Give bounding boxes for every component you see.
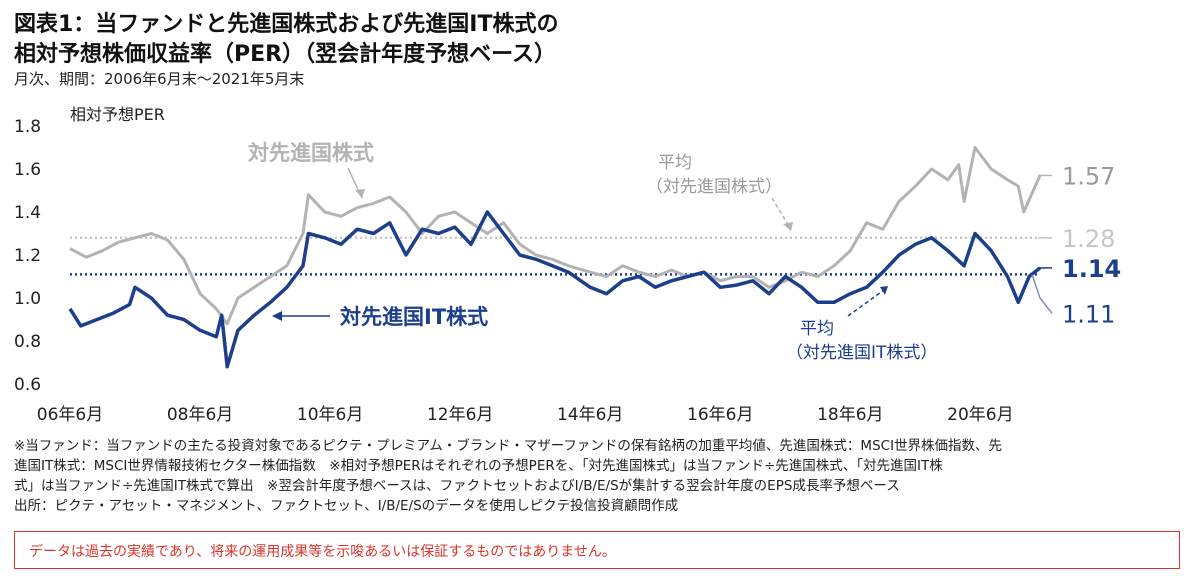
- footnote-line-2: 進国IT株式：MSCI世界情報技術セクター株価指数 ※相対予想PERはそれぞれの…: [14, 458, 943, 474]
- end-value-label: 1.14: [1062, 255, 1121, 283]
- leader-line: [1031, 274, 1053, 314]
- annotation-average-developed-it: 平均: [800, 319, 834, 339]
- footnote-line-1: ※当ファンド：当ファンドの主たる投資対象であるピクテ・プレミアム・ブランド・マザ…: [14, 438, 1003, 454]
- series-line-developed-equity: [69, 146, 1042, 326]
- end-value-label: 1.57: [1062, 162, 1115, 190]
- annotation-arrow: [847, 289, 885, 317]
- x-tick-label: 08年6月: [167, 405, 233, 425]
- average-value-label: 1.11: [1062, 300, 1115, 328]
- x-tick-label: 16年6月: [687, 405, 753, 425]
- chart-title-line-1: 図表1：当ファンドと先進国株式および先進国IT株式の: [14, 12, 559, 37]
- annotation-arrowhead: [783, 222, 793, 231]
- annotation-arrow: [771, 197, 791, 229]
- series-label-developed-equity: 対先進国株式: [248, 141, 374, 165]
- x-tick-label: 14年6月: [557, 405, 623, 425]
- y-tick-label: 0.8: [14, 332, 41, 352]
- y-axis-title: 相対予想PER: [70, 105, 165, 124]
- annotation-average-developed-equity: 平均: [658, 153, 692, 173]
- y-tick-label: 1.6: [14, 160, 41, 180]
- x-tick-label: 10年6月: [297, 405, 363, 425]
- annotation-arrowhead: [355, 189, 365, 198]
- per-line-chart: 相対予想PER 0.6 0.8 1.0 1.2 1.4 1.6 1.8 06年6月 08年6月 10…: [14, 105, 1121, 425]
- annotation-average-developed-equity: （対先進国株式）: [646, 177, 782, 197]
- series-line-developed-it: [68, 210, 1042, 369]
- y-tick-label: 1.4: [14, 203, 41, 223]
- annotation-arrowhead: [880, 286, 888, 295]
- y-tick-label: 1.2: [14, 246, 41, 266]
- disclaimer-box: データは過去の実績であり、将来の運用成果等を示唆あるいは保証するものではありませ…: [14, 531, 1180, 569]
- annotation-arrowhead: [272, 311, 282, 321]
- x-tick-label: 18年6月: [817, 405, 883, 425]
- series-label-developed-it: 対先進国IT株式: [340, 305, 488, 329]
- annotation-average-developed-it: （対先進国IT株式）: [786, 343, 937, 363]
- y-tick-label: 1.0: [14, 289, 41, 309]
- x-tick-label: 20年6月: [947, 405, 1013, 425]
- disclaimer-text: データは過去の実績であり、将来の運用成果等を示唆あるいは保証するものではありませ…: [29, 544, 616, 560]
- chart-title-line-2: 相対予想株価収益率（PER）（翌会計年度予想ベース）: [14, 42, 556, 67]
- footnote-line-3: 式」は当ファンド÷先進国IT株式で算出 ※翌会計年度予想ベースは、ファクトセット…: [14, 478, 900, 494]
- y-tick-label: 0.6: [14, 375, 41, 395]
- x-tick-label: 12年6月: [427, 405, 493, 425]
- average-value-label: 1.28: [1062, 225, 1115, 253]
- y-tick-label: 1.8: [14, 117, 41, 137]
- x-tick-label: 06年6月: [37, 405, 103, 425]
- source-note: 出所：ピクテ・アセット・マネジメント、ファクトセット、I/B/E/Sのデータを使…: [14, 498, 679, 514]
- chart-subtitle: 月次、期間：2006年6月末～2021年5月末: [14, 70, 305, 88]
